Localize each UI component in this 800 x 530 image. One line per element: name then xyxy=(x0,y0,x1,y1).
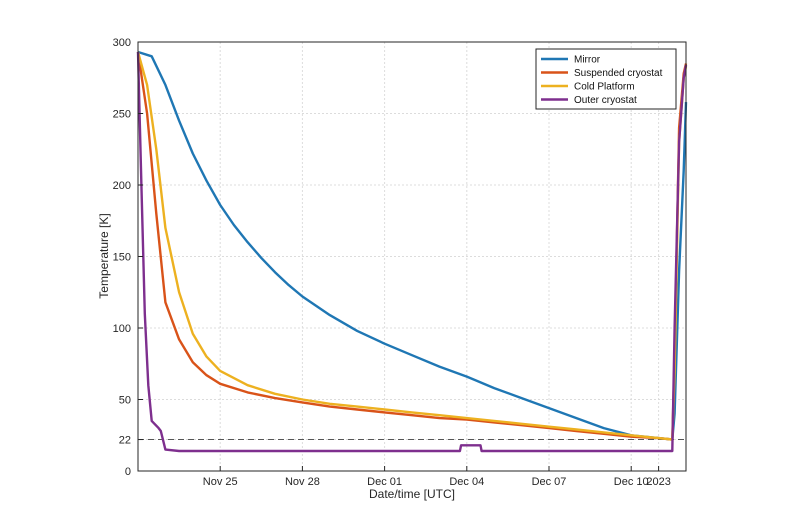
legend-entry: Suspended cryostat xyxy=(574,68,663,79)
y-tick-label: 22 xyxy=(119,435,131,447)
legend: Mirror Suspended cryostat Cold Platform Out… xyxy=(535,48,677,110)
x-tick-label: 2023 xyxy=(646,476,670,488)
x-tick-label: Dec 10 xyxy=(614,476,649,488)
legend-entry: Mirror xyxy=(574,55,601,66)
legend-entry: Outer cryostat xyxy=(574,95,637,106)
legend-entry: Cold Platform xyxy=(574,82,635,93)
y-tick-label: 200 xyxy=(113,180,131,192)
y-tick-label: 0 xyxy=(125,466,131,478)
x-tick-label: Nov 25 xyxy=(203,476,238,488)
series-layer xyxy=(136,50,688,453)
x-tick-label: Dec 01 xyxy=(367,476,402,488)
y-tick-label: 100 xyxy=(113,323,131,335)
x-axis-title: Date/time [UTC] xyxy=(369,487,455,501)
series-line xyxy=(136,51,688,441)
series-line xyxy=(136,51,688,453)
y-axis: 0 22 50 100 150 200 250 300 xyxy=(113,37,143,478)
x-tick-label: Dec 04 xyxy=(449,476,484,488)
y-axis-title: Temperature [K] xyxy=(97,213,111,298)
x-tick-label: Dec 07 xyxy=(532,476,567,488)
y-tick-label: 300 xyxy=(113,37,131,49)
x-tick-label: Nov 28 xyxy=(285,476,320,488)
y-tick-label: 150 xyxy=(113,252,131,264)
y-tick-label: 50 xyxy=(119,395,131,407)
y-tick-label: 250 xyxy=(113,109,131,121)
